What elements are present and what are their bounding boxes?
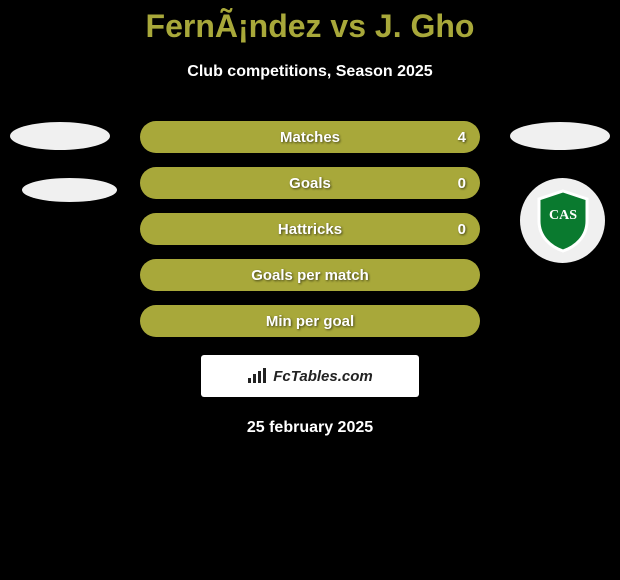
stat-value-right: 0 (458, 175, 466, 192)
stat-label: Hattricks (278, 221, 342, 238)
player-right-club-badge: CAS (520, 178, 605, 263)
page-title: FernÃ¡ndez vs J. Gho (0, 0, 620, 45)
stat-label: Min per goal (266, 313, 354, 330)
stat-row-matches: Matches 4 (140, 121, 480, 153)
player-left-photo-placeholder (10, 122, 110, 150)
stat-label: Goals (289, 175, 331, 192)
stat-row-goals-per-match: Goals per match (140, 259, 480, 291)
stat-row-hattricks: Hattricks 0 (140, 213, 480, 245)
stat-value-right: 0 (458, 221, 466, 238)
stat-label: Matches (280, 129, 340, 146)
stat-value-right: 4 (458, 129, 466, 146)
shield-icon: CAS (535, 189, 591, 253)
stat-row-goals: Goals 0 (140, 167, 480, 199)
date-text: 25 february 2025 (0, 419, 620, 437)
branding-box: FcTables.com (201, 355, 419, 397)
stat-row-min-per-goal: Min per goal (140, 305, 480, 337)
bar-chart-icon (247, 368, 267, 384)
branding-text: FcTables.com (273, 368, 372, 385)
stat-label: Goals per match (251, 267, 369, 284)
page-subtitle: Club competitions, Season 2025 (0, 63, 620, 81)
player-left-club-placeholder (22, 178, 117, 202)
player-right-photo-placeholder (510, 122, 610, 150)
badge-initials: CAS (548, 208, 576, 223)
